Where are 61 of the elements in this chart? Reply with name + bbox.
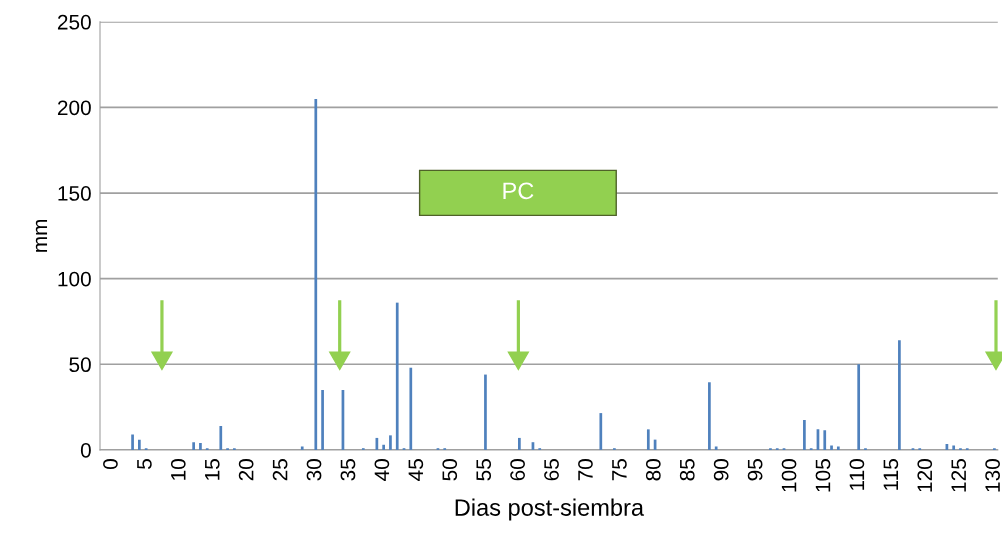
bar: [389, 435, 392, 450]
x-tick-label: 75: [612, 459, 627, 481]
bar: [300, 446, 304, 450]
bar: [857, 364, 861, 450]
x-tick-label: 25: [272, 459, 288, 481]
bar: [395, 302, 399, 450]
bar: [382, 444, 386, 450]
x-tick-label: 70: [578, 459, 593, 481]
bar: [409, 367, 413, 450]
x-tick-label: 20: [238, 459, 254, 481]
bar: [484, 374, 487, 450]
bar: [599, 413, 603, 450]
bar: [646, 429, 650, 450]
bar: [714, 446, 718, 450]
x-tick-label: 60: [510, 459, 525, 481]
bar: [898, 340, 901, 450]
x-tick-label: 45: [408, 459, 424, 481]
x-tick-label: 125: [951, 459, 967, 492]
x-tick-label: 130: [985, 459, 1000, 492]
bar: [518, 437, 521, 450]
x-tick-label: 105: [815, 459, 831, 492]
x-tick-label: 5: [137, 459, 152, 469]
bar: [830, 445, 833, 450]
bar: [219, 425, 223, 450]
annotation: PC: [503, 182, 534, 200]
x-tick-label: 80: [645, 459, 661, 481]
x-tick-label: 15: [205, 459, 220, 480]
x-tick-label: 55: [476, 459, 492, 481]
bar: [803, 419, 806, 450]
x-tick-label: 95: [747, 459, 763, 481]
bar: [199, 443, 202, 450]
x-tick-label: 85: [679, 459, 695, 481]
x-tick-label: 100: [781, 459, 797, 492]
bar: [192, 442, 195, 450]
bar: [823, 430, 827, 450]
x-tick-label: 10: [170, 459, 186, 480]
x-tick-label: 30: [306, 459, 322, 481]
x-tick-label: 110: [849, 459, 865, 490]
x-tick-label: 35: [340, 459, 356, 481]
y-tick-label: 100: [58, 271, 91, 287]
x-tick-label: 65: [544, 459, 559, 481]
y-tick-label: 50: [69, 357, 91, 373]
y-axis-title: mm: [35, 219, 48, 252]
x-axis-title: Dias post-siembra: [455, 498, 645, 521]
y-tick-label: 0: [80, 442, 91, 458]
y-tick-label: 150: [58, 186, 91, 201]
bar: [314, 98, 318, 450]
x-tick-label: 90: [713, 459, 729, 481]
x-tick-label: 115: [883, 459, 899, 490]
bar: [952, 445, 956, 450]
x-tick-label: 120: [917, 459, 933, 492]
bar: [321, 389, 324, 450]
bar: [131, 434, 134, 450]
y-tick-label: 200: [57, 100, 91, 116]
bar: [708, 382, 711, 450]
y-tick-label: 250: [57, 14, 91, 30]
x-tick-label: 50: [442, 459, 458, 481]
x-tick-label: 0: [103, 459, 118, 470]
x-tick-label: 40: [374, 459, 390, 481]
bar: [138, 439, 141, 450]
bar: [836, 446, 840, 450]
